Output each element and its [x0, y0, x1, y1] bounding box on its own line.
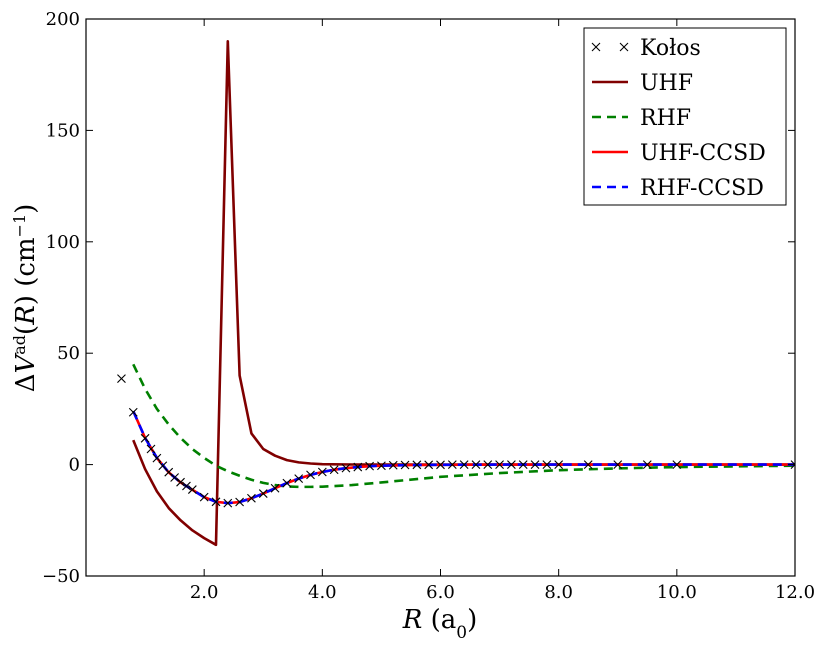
x-label-unit-subscript: 0: [456, 623, 467, 643]
y-label-unit: ) (cm: [11, 237, 41, 305]
data-point-kolos: [170, 473, 180, 482]
legend-label-rhf-ccsd: RHF-CCSD: [640, 176, 764, 201]
data-point-kolos: [176, 477, 185, 487]
data-point-kolos: [542, 460, 552, 469]
data-point-kolos: [211, 497, 221, 507]
y-tick-label: 0: [69, 455, 80, 476]
data-point-kolos: [353, 462, 363, 472]
legend: Kołos UHF RHF UHF-CCSD RHF-CCSD: [583, 27, 787, 206]
data-point-kolos: [152, 453, 162, 463]
series-line-rhf: [132, 363, 795, 489]
legend-item-rhf: RHF: [592, 106, 691, 131]
y-tick-label: −50: [42, 566, 80, 587]
y-tick-label: 200: [46, 9, 80, 30]
legend-marker-kolos: [591, 42, 601, 52]
data-point-kolos: [672, 460, 682, 469]
data-point-kolos: [282, 478, 292, 488]
x-tick-label: 2.0: [190, 582, 219, 603]
series-layer: [117, 39, 795, 547]
data-point-kolos: [530, 460, 540, 469]
legend-label-uhf-ccsd: UHF-CCSD: [640, 141, 766, 166]
y-tick-label: 50: [57, 343, 80, 364]
data-point-kolos: [199, 492, 209, 502]
data-point-kolos: [223, 498, 233, 508]
data-point-kolos: [495, 460, 504, 469]
y-label-delta: Δ: [11, 374, 41, 393]
data-point-kolos: [459, 460, 469, 469]
data-point-kolos: [483, 460, 493, 469]
data-point-kolos: [424, 460, 434, 470]
data-point-kolos: [146, 444, 156, 454]
data-point-kolos: [377, 461, 386, 471]
data-point-kolos: [583, 460, 593, 469]
y-label-open-paren: (: [11, 325, 41, 335]
x-tick-label: 10.0: [657, 582, 697, 603]
data-point-kolos: [187, 485, 197, 494]
data-point-kolos: [400, 460, 410, 470]
data-point-kolos: [306, 470, 315, 480]
data-point-kolos: [341, 463, 351, 473]
data-point-kolos: [554, 460, 564, 469]
y-axis-label: ΔVad(R) (cm−1): [10, 204, 42, 393]
data-point-kolos: [247, 493, 256, 503]
data-point-kolos: [507, 460, 516, 469]
legend-item-uhf-ccsd: UHF-CCSD: [592, 141, 766, 166]
y-label-v: V: [11, 353, 41, 374]
legend-marker-kolos: [619, 42, 629, 52]
y-label-r: R: [11, 305, 41, 326]
series-kolos: [117, 374, 795, 508]
data-point-kolos: [128, 407, 138, 417]
data-point-kolos: [365, 461, 374, 471]
data-point-kolos: [412, 460, 422, 470]
data-point-kolos: [270, 483, 280, 493]
y-label-superscript-ad: ad: [10, 335, 29, 355]
y-tick-label: 100: [46, 232, 80, 253]
x-label-variable: R: [402, 605, 423, 635]
legend-label-kolos: Kołos: [640, 36, 701, 61]
x-tick-label: 8.0: [544, 582, 573, 603]
data-point-kolos: [117, 374, 126, 383]
legend-box: [583, 27, 787, 206]
data-point-kolos: [613, 460, 623, 469]
data-point-kolos: [471, 460, 481, 469]
data-point-kolos: [518, 460, 528, 469]
data-point-kolos: [294, 474, 304, 484]
series-line-rhf-ccsd: [132, 410, 795, 505]
legend-label-uhf: UHF: [640, 71, 693, 96]
data-point-kolos: [235, 497, 245, 507]
legend-label-rhf: RHF: [640, 106, 691, 131]
data-point-kolos: [790, 460, 795, 469]
data-point-kolos: [317, 467, 327, 477]
x-tick-label: 4.0: [308, 582, 337, 603]
y-label-close-paren: ): [11, 204, 41, 214]
data-point-kolos: [436, 460, 445, 470]
data-point-kolos: [388, 460, 398, 470]
x-tick-label: 6.0: [426, 582, 455, 603]
legend-item-uhf: UHF: [592, 71, 693, 96]
axis-ticks: 2.0 4.0 6.0 8.0 10.0 12.0 −50 0 50 100 150 200: [42, 9, 815, 603]
data-point-kolos: [329, 465, 339, 475]
data-point-kolos: [140, 433, 150, 443]
x-axis-label: R (a0): [402, 605, 477, 643]
data-point-kolos: [182, 481, 191, 491]
y-tick-label: 150: [46, 120, 80, 141]
series-line-uhf-ccsd: [132, 410, 795, 505]
y-label-superscript-exponent: −1: [10, 214, 29, 238]
legend-item-kolos: Kołos: [591, 36, 701, 61]
data-point-kolos: [258, 489, 268, 498]
x-label-unit-open: (a: [422, 605, 456, 635]
data-point-kolos: [642, 460, 652, 469]
legend-item-rhf-ccsd: RHF-CCSD: [592, 176, 764, 201]
x-tick-label: 12.0: [775, 582, 815, 603]
x-label-unit-close: ): [467, 605, 477, 635]
data-point-kolos: [447, 460, 457, 469]
